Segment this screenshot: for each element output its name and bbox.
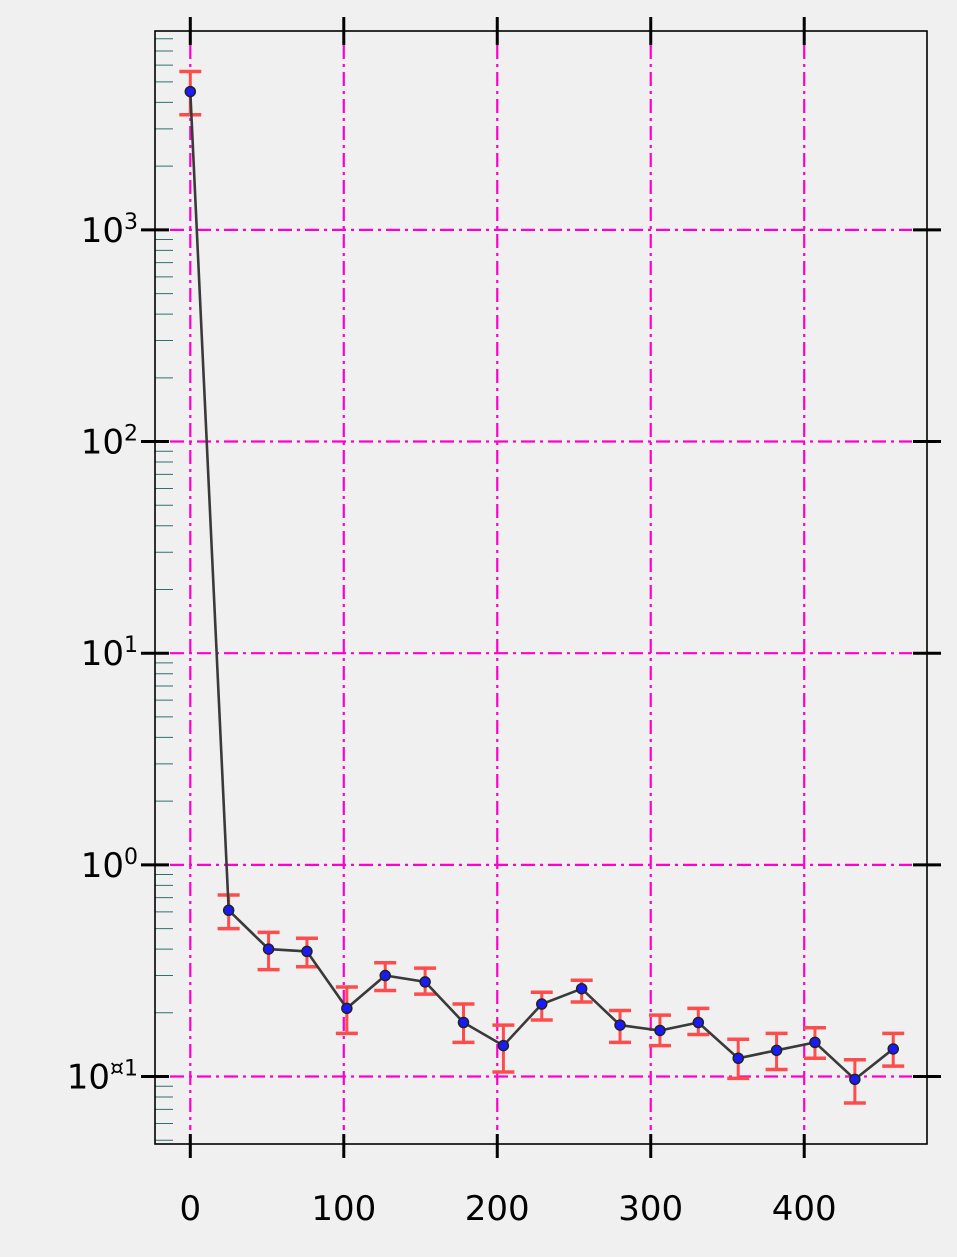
y-tick-label-exponent: ¤1 [110, 1057, 138, 1082]
markers [184, 85, 899, 1086]
data-point [809, 1036, 821, 1049]
data-point [419, 976, 431, 988]
data-point [732, 1052, 744, 1065]
data-point [614, 1019, 626, 1031]
data-point [222, 904, 235, 917]
y-tick-label-exponent: 2 [124, 422, 138, 447]
data-point [887, 1043, 899, 1055]
grid [170, 45, 912, 1130]
y-tick-label-base: 10 [81, 846, 124, 886]
data-point [341, 1002, 353, 1015]
data-point [849, 1073, 861, 1086]
x-tick-label: 100 [311, 1189, 376, 1229]
data-point [536, 998, 548, 1010]
y-tick-label-base: 10 [81, 211, 124, 251]
y-tick-label-base: 10 [67, 1058, 110, 1098]
data-point [575, 982, 588, 995]
x-tick-label: 300 [618, 1189, 683, 1229]
y-tick-label: 10¤1 [67, 1057, 138, 1098]
minor-ticks [155, 38, 173, 1141]
y-tick-label: 102 [81, 422, 138, 463]
x-tick-label: 0 [179, 1189, 201, 1229]
y-tick-label-exponent: 1 [124, 633, 138, 658]
data-point [457, 1016, 470, 1029]
y-tick-label: 101 [81, 633, 138, 674]
y-tick-label-base: 10 [81, 423, 124, 463]
y-tick-label-base: 10 [81, 634, 124, 674]
x-tick-label: 400 [772, 1189, 837, 1229]
x-tick-label: 200 [465, 1189, 530, 1229]
y-tick-label: 103 [81, 210, 138, 251]
plot-frame [154, 30, 928, 1145]
y-tick-label-exponent: 3 [124, 210, 138, 235]
y-tick-label-exponent: 0 [124, 845, 138, 870]
y-tick-label: 100 [81, 845, 138, 886]
data-point [692, 1016, 705, 1029]
data-point [770, 1044, 783, 1057]
data-point [301, 945, 313, 958]
x-tick-labels: 0 100 200 300 400 [179, 1189, 836, 1229]
data-point [654, 1024, 666, 1037]
data-point [497, 1039, 510, 1052]
data-point [379, 969, 391, 982]
data-point [184, 85, 197, 98]
data-point [262, 943, 275, 955]
